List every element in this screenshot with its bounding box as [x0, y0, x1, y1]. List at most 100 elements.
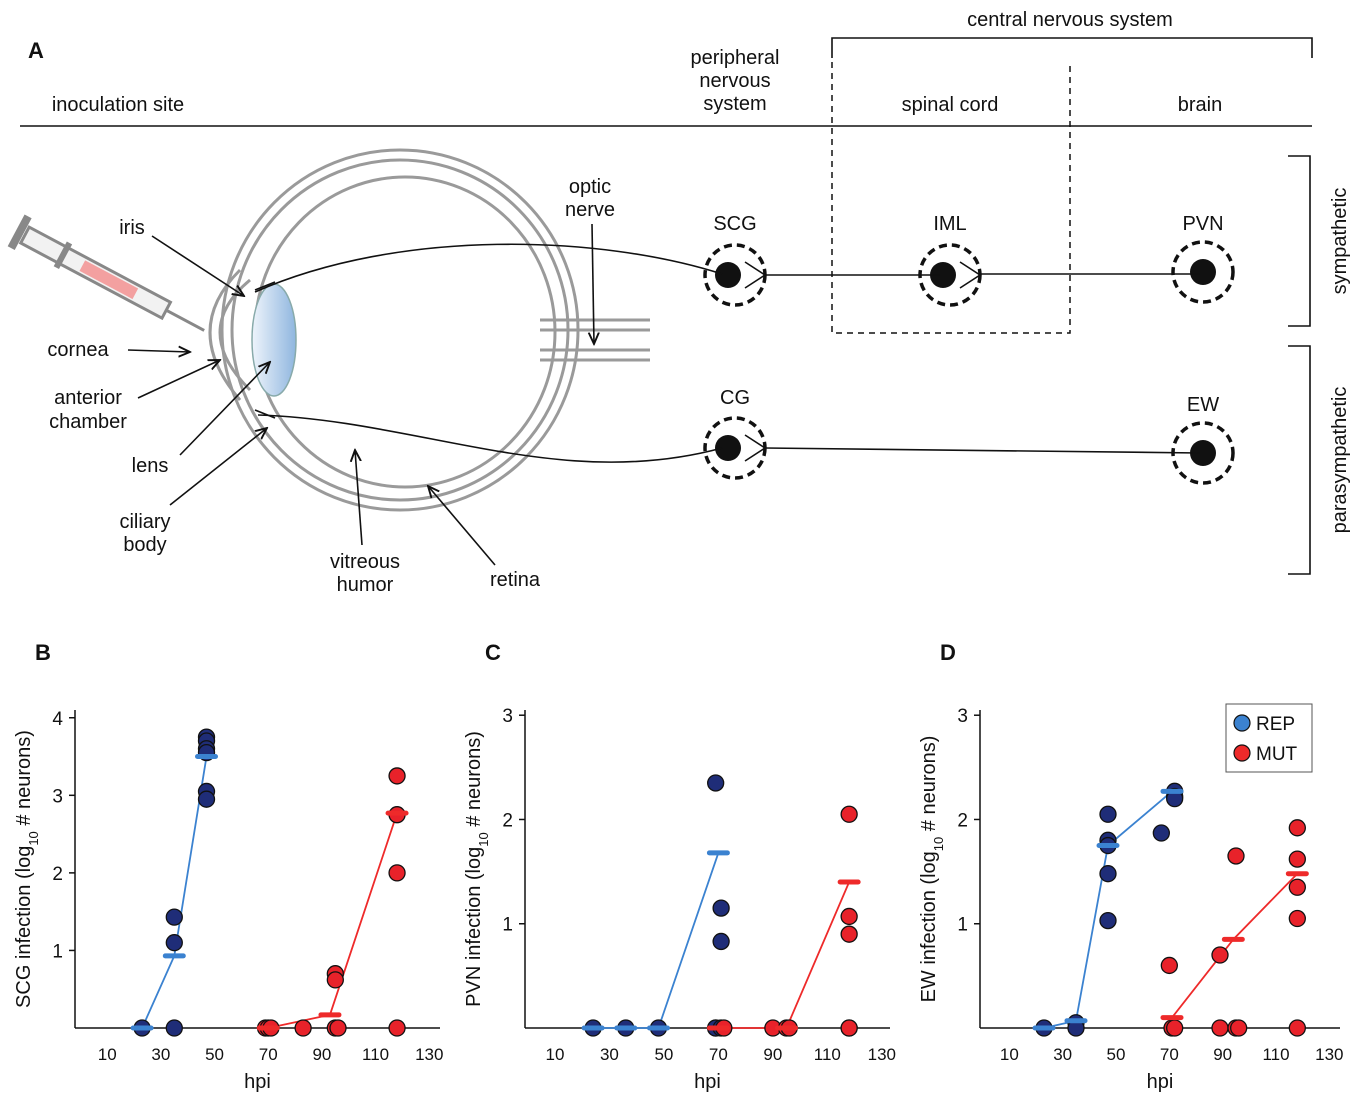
sympathetic-bracket [1288, 156, 1310, 326]
y-tick-label: 2 [957, 810, 968, 831]
x-tick-label: 130 [1315, 1045, 1343, 1064]
x-tick-label: 70 [709, 1045, 728, 1064]
arrow [128, 350, 190, 352]
pns-label: peripheral [691, 47, 780, 69]
x-axis-label: hpi [694, 1071, 721, 1093]
data-point [841, 806, 857, 822]
x-tick-label: 90 [763, 1045, 782, 1064]
y-tick-label: 3 [52, 786, 63, 807]
mean-line [593, 853, 718, 1028]
data-point [330, 1020, 346, 1036]
panel-letter: A [28, 38, 44, 63]
data-point [166, 909, 182, 925]
parasympathetic-bracket [1288, 346, 1310, 574]
pns-label: system [703, 93, 766, 115]
vitreous-humor-label: vitreous [330, 551, 400, 573]
data-point [841, 908, 857, 924]
data-point [389, 768, 405, 784]
cg-label: CG [720, 387, 750, 409]
x-tick-label: 50 [654, 1045, 673, 1064]
x-tick-label: 10 [546, 1045, 565, 1064]
arrow [170, 428, 267, 505]
data-point [389, 1020, 405, 1036]
y-tick-label: 1 [502, 915, 513, 936]
data-point [1100, 806, 1116, 822]
x-tick-label: 110 [1262, 1045, 1289, 1064]
data-point [166, 1020, 182, 1036]
parasympathetic-label: parasympathetic [1329, 387, 1351, 534]
data-point [713, 933, 729, 949]
panel-a: A central nervous system peripheral nerv… [8, 9, 1351, 596]
data-point [841, 1020, 857, 1036]
data-point [1153, 825, 1169, 841]
y-axis-label-part: SCG infection (log [13, 846, 35, 1008]
y-tick-label: 1 [957, 915, 968, 936]
data-point [1231, 1020, 1247, 1036]
data-point [708, 775, 724, 791]
lens [252, 284, 296, 396]
syringe [8, 215, 213, 347]
neuron-cores [715, 259, 1216, 466]
inoculation-label: inoculation site [52, 94, 184, 116]
data-point [1289, 851, 1305, 867]
y-axis-label-part: # neurons) [918, 736, 940, 837]
x-tick-label: 10 [1000, 1045, 1019, 1064]
y-axis-label-part: 10 [26, 831, 41, 845]
anterior-chamber-label: anterior [54, 387, 122, 409]
spinal-cord-label: spinal cord [902, 94, 999, 116]
ciliary-body-label: body [123, 534, 166, 556]
iris-label: iris [119, 217, 145, 239]
y-tick-label: 2 [502, 810, 513, 831]
anterior-chamber-label: chamber [49, 411, 127, 433]
arrow [180, 362, 270, 455]
x-tick-label: 10 [98, 1045, 117, 1064]
x-tick-label: 50 [1107, 1045, 1126, 1064]
y-tick-label: 2 [52, 864, 63, 885]
data-point [1100, 913, 1116, 929]
y-axis-label-part: EW infection (log [918, 851, 940, 1002]
x-tick-label: 110 [814, 1045, 841, 1064]
panel-letter: C [485, 640, 501, 665]
mean-line [718, 882, 849, 1028]
y-axis-label: PVN infection (log10 # neurons) [463, 731, 491, 1007]
data-point [166, 935, 182, 951]
x-tick-label: 70 [259, 1045, 278, 1064]
iml-label: IML [933, 213, 966, 235]
data-point [199, 791, 215, 807]
legend-label: REP [1256, 714, 1295, 735]
data-point [327, 972, 343, 988]
optic-nerve-label: nerve [565, 199, 615, 221]
data-point [1289, 911, 1305, 927]
panel-letter: B [35, 640, 51, 665]
mean-line [142, 757, 206, 1028]
x-tick-label: 130 [868, 1045, 896, 1064]
optic-nerve [540, 320, 650, 360]
cns-bracket [832, 38, 1312, 58]
optic-nerve-label: optic [569, 176, 611, 198]
y-axis-label-part: 10 [476, 832, 491, 846]
y-axis-label: EW infection (log10 # neurons) [918, 736, 946, 1003]
mean-line [268, 813, 397, 1028]
arrow [152, 236, 244, 296]
x-tick-label: 30 [1053, 1045, 1072, 1064]
y-tick-label: 3 [957, 706, 968, 727]
data-point [1289, 820, 1305, 836]
mean-line [1044, 791, 1172, 1028]
x-tick-label: 30 [600, 1045, 619, 1064]
arrow [355, 450, 362, 545]
mean-line [1172, 874, 1297, 1018]
data-point [1289, 1020, 1305, 1036]
data-point [295, 1020, 311, 1036]
pvn-label: PVN [1182, 213, 1223, 235]
y-axis-label-part: # neurons) [463, 731, 485, 832]
y-tick-label: 4 [52, 709, 63, 730]
x-tick-label: 30 [151, 1045, 170, 1064]
data-point [1228, 848, 1244, 864]
legend-marker [1234, 715, 1250, 731]
pns-label: nervous [699, 70, 770, 92]
y-axis-label-part: 10 [931, 837, 946, 851]
y-axis-label-part: PVN infection (log [463, 847, 485, 1007]
data-point [1100, 866, 1116, 882]
arrow [592, 224, 594, 344]
y-tick-label: 1 [52, 941, 63, 962]
